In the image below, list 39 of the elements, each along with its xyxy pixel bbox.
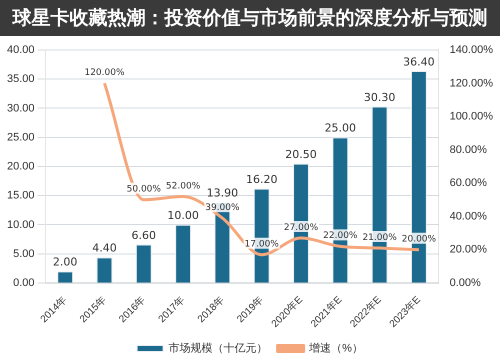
y2-tick-label: 80.00% (450, 144, 488, 156)
y2-tick-label: 60.00% (450, 177, 488, 190)
y2-tick-label: 20.00% (450, 244, 488, 256)
data-label: 52.00% (166, 181, 201, 192)
y-tick-label: 10.00 (6, 218, 35, 231)
y-tick-label: 30.00 (6, 102, 35, 114)
y-tick-label: 20.00 (6, 160, 35, 173)
data-label: 2.00 (52, 256, 78, 269)
data-label: 27.00% (284, 222, 319, 233)
y-tick-label: 35.00 (6, 73, 35, 86)
data-label: 10.00 (167, 209, 199, 222)
data-label: 6.60 (132, 228, 156, 242)
y2-tick-label: 0.00% (450, 277, 481, 290)
y2-tick-label: 100.00% (450, 110, 494, 123)
data-label: 25.00 (324, 122, 356, 135)
chart-title: 球星卡收藏热潮：投资价值与市场前景的深度分析与预测 (0, 0, 500, 36)
data-label: 120.00% (84, 68, 125, 78)
y-tick-label: 5.00 (13, 248, 35, 260)
y2-tick-label: 40.00% (450, 210, 488, 222)
data-label: 39.00% (205, 202, 240, 213)
y-tick-label: 0.00 (13, 277, 35, 290)
data-label: 21.00% (362, 232, 398, 243)
data-label: 30.30 (364, 90, 396, 104)
legend-label: 增速（%） (308, 342, 363, 355)
data-label: 50.00% (126, 184, 162, 195)
y2-tick-label: 120.00% (450, 77, 494, 90)
data-label: 20.00% (402, 234, 437, 245)
data-label: 22.00% (323, 231, 358, 242)
data-label: 17.00% (244, 240, 280, 250)
data-label: 16.20 (246, 172, 278, 186)
y-tick-label: 40.00 (6, 44, 35, 56)
data-label: 20.50 (285, 148, 317, 161)
y2-tick-label: 140.00% (450, 44, 494, 56)
y-tick-label: 25.00 (6, 131, 35, 144)
y-tick-label: 15.00 (6, 190, 35, 202)
data-label: 13.90 (206, 186, 238, 200)
data-label: 36.40 (403, 55, 435, 68)
data-label: 4.40 (92, 242, 117, 255)
legend-label: 市场规模（十亿元） (168, 342, 268, 355)
